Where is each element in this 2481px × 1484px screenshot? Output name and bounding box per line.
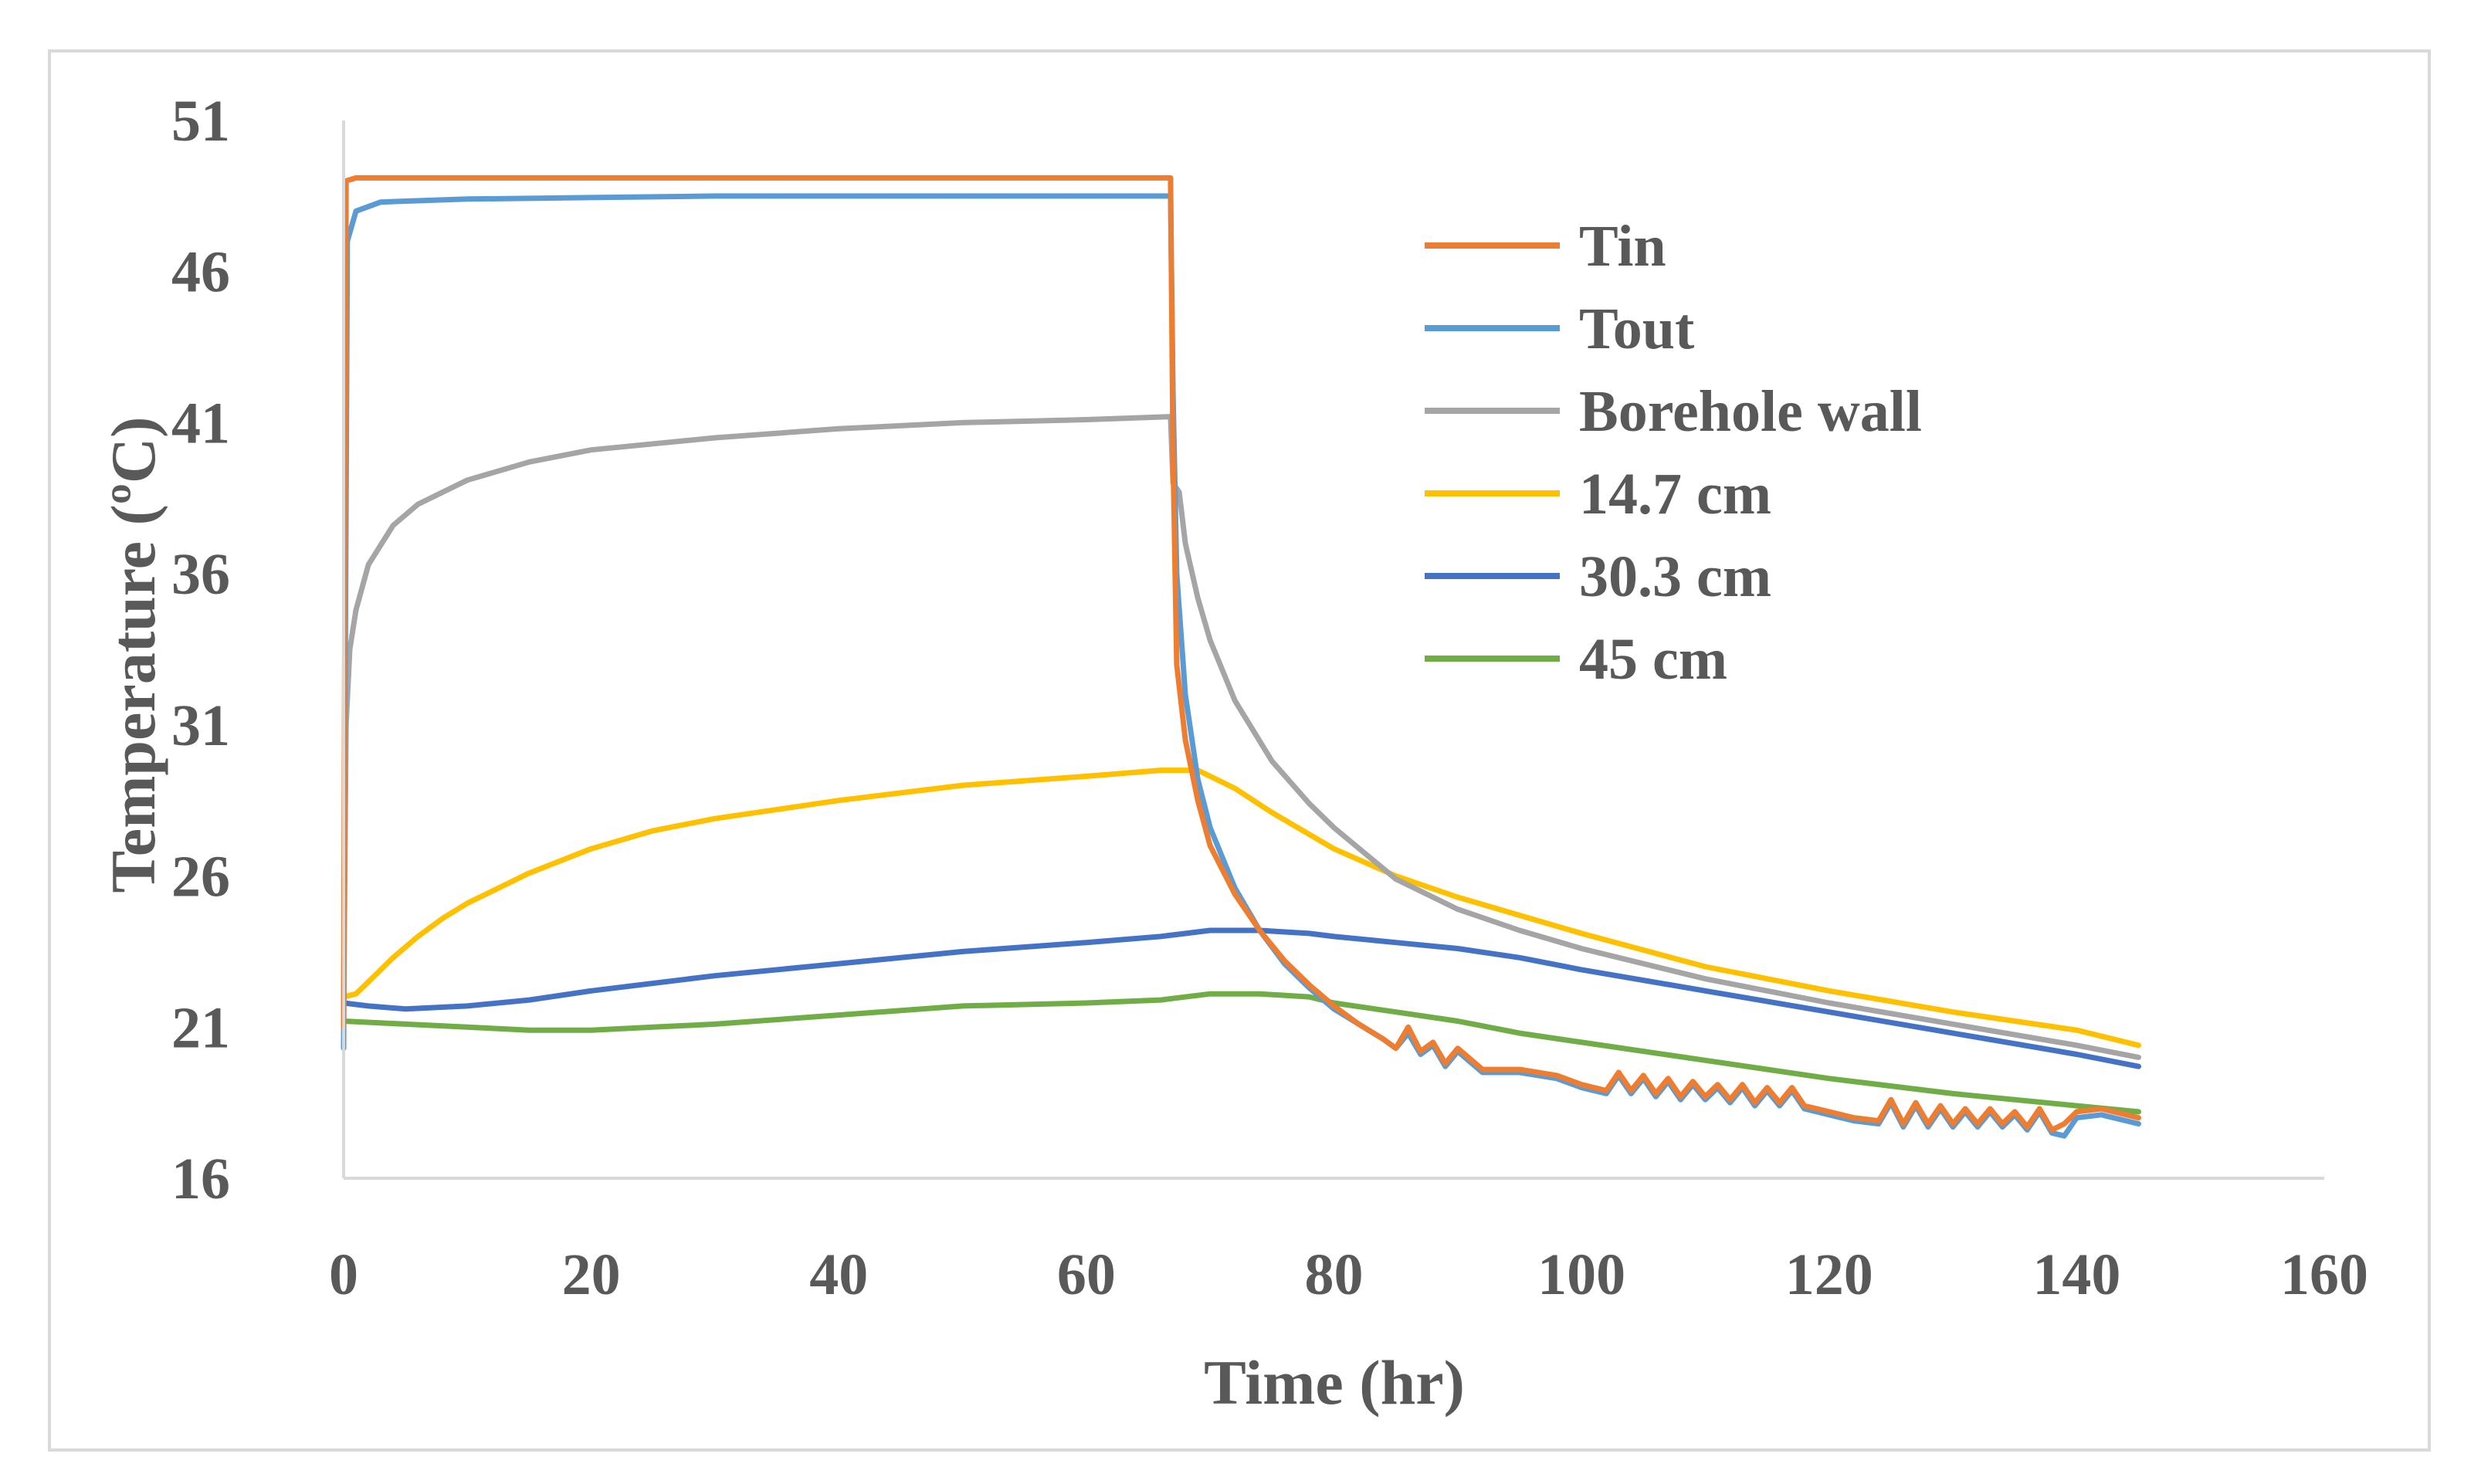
x-tick-labels: 0 20 40 60 80 100 120 140 160 [329,1242,2368,1307]
y-tick-label: 31 [171,693,230,758]
y-axis-title: Temperature (ºC) [98,417,168,893]
y-tick-label: 46 [171,240,230,305]
x-tick-label: 60 [1057,1242,1116,1307]
series-line-tin [341,174,2141,1133]
y-tick-labels: 16 21 26 31 36 41 46 51 [171,89,230,1211]
legend-label: Tin [1579,214,1666,279]
y-tick-label: 51 [171,89,230,154]
series-line-45-cm [341,991,2141,1115]
legend-label: Tout [1579,296,1694,361]
legend-label: 30.3 cm [1579,544,1771,609]
x-tick-label: 160 [2280,1242,2368,1307]
x-tick-label: 140 [2032,1242,2120,1307]
y-tick-label: 16 [171,1147,230,1211]
x-tick-label: 80 [1305,1242,1364,1307]
x-tick-label: 0 [329,1242,358,1307]
y-tick-label: 21 [171,995,230,1060]
series-line-borehole-wall [341,414,2141,1060]
legend-label: 14.7 cm [1579,462,1771,527]
series-line-14-7-cm [341,767,2141,1049]
x-axis-title: Time (hr) [1204,1347,1465,1418]
legend-label: 45 cm [1579,627,1727,692]
legend: Tin Tout Borehole wall 14.7 cm 30.3 cm 45 cm [1425,214,1922,692]
legend-label: Borehole wall [1579,379,1922,444]
y-tick-label: 41 [171,391,230,456]
x-tick-label: 20 [562,1242,621,1307]
series-line-30-3-cm [341,927,2141,1069]
y-tick-label: 36 [171,542,230,607]
x-tick-label: 100 [1537,1242,1625,1307]
y-tick-label: 26 [171,845,230,910]
x-tick-label: 120 [1785,1242,1873,1307]
plot-lines [341,174,2141,1139]
chart-frame [48,49,2431,1452]
x-tick-label: 40 [809,1242,868,1307]
